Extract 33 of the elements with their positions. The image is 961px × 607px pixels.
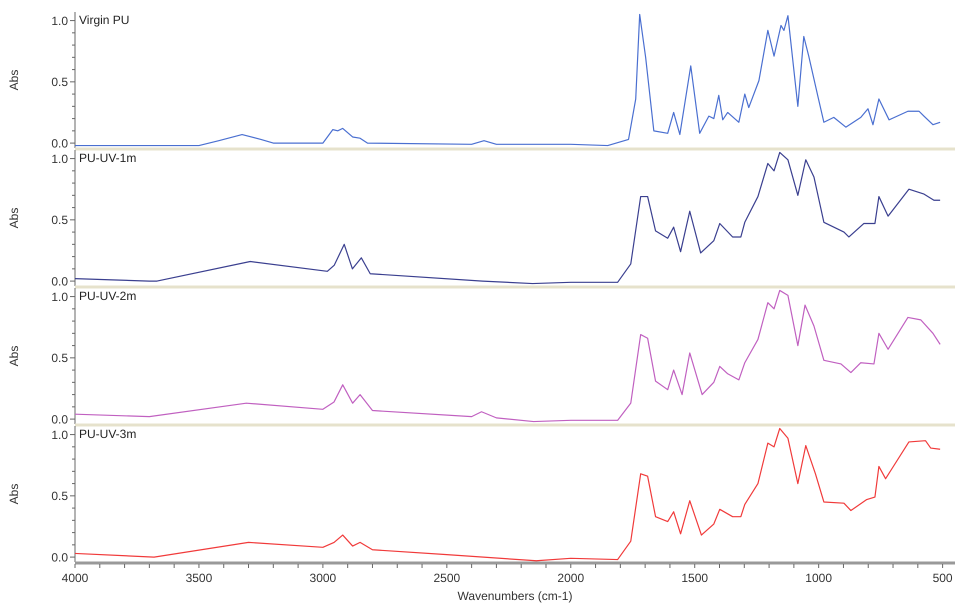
y-tick-label: 0.0	[51, 274, 68, 288]
y-tick-label: 0.5	[51, 75, 68, 90]
y-tick-label: 1.0	[51, 152, 68, 166]
line-series	[74, 428, 941, 562]
x-tick-label: 3000	[310, 571, 337, 585]
x-tick-label: 500	[932, 571, 953, 585]
y-tick-label: 0.0	[51, 136, 68, 150]
y-tick-label: 0.5	[51, 351, 68, 366]
y-tick-label: 0.5	[51, 489, 68, 504]
line-series	[74, 14, 941, 146]
x-tick-label: 1000	[805, 571, 832, 585]
y-tick-label: 1.0	[51, 14, 68, 28]
y-tick-label: 0.0	[51, 412, 68, 426]
line-series	[74, 152, 941, 284]
chart-title: PU-UV-1m	[79, 151, 136, 165]
y-tick-label: 0.5	[51, 213, 68, 228]
x-tick-label: 2000	[557, 571, 584, 585]
y-axis-title: Abs	[7, 346, 21, 366]
x-tick-label: 1500	[681, 571, 708, 585]
y-axis-title: Abs	[7, 208, 21, 228]
x-axis-title: Wavenumbers (cm-1)	[458, 589, 572, 603]
line-series	[74, 290, 941, 422]
chart-title: PU-UV-3m	[79, 427, 136, 441]
y-axis-title: Abs	[7, 484, 21, 504]
y-tick-label: 1.0	[51, 290, 68, 304]
x-tick-label: 4000	[62, 571, 89, 585]
chart-title: PU-UV-2m	[79, 289, 136, 303]
y-tick-label: 1.0	[51, 428, 68, 442]
y-axis-title: Abs	[7, 70, 21, 90]
chart-title: Virgin PU	[79, 13, 130, 27]
y-tick-label: 0.0	[51, 550, 68, 564]
x-tick-label: 2500	[433, 571, 460, 585]
x-tick-label: 3500	[186, 571, 213, 585]
